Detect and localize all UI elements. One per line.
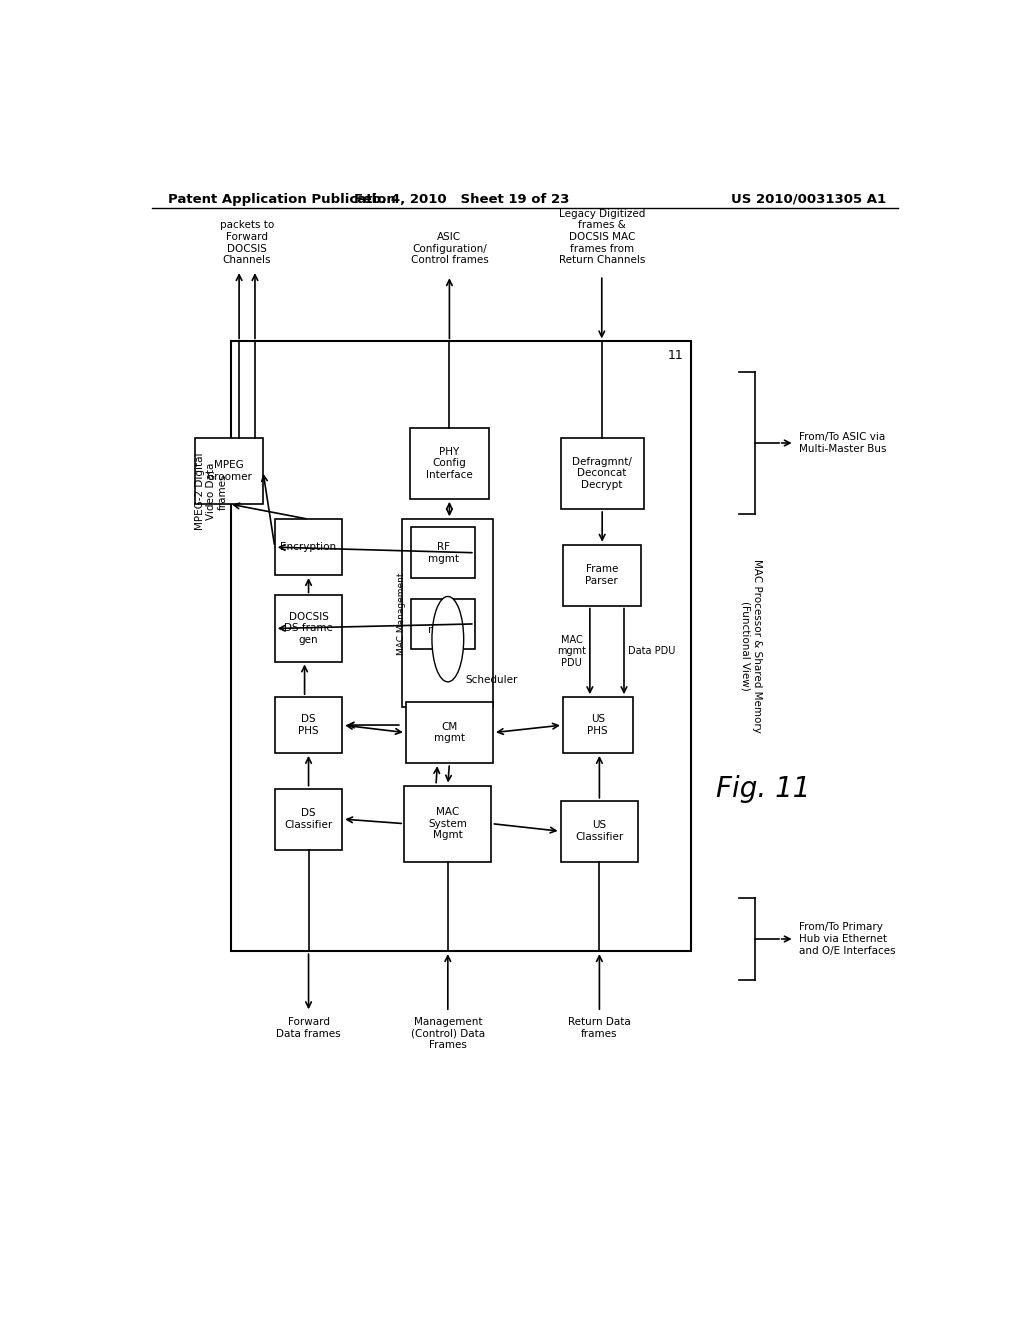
Text: SF
mgmt: SF mgmt	[428, 612, 459, 635]
Text: CM
mgmt: CM mgmt	[434, 722, 465, 743]
Text: Defragmnt/
Deconcat
Decrypt: Defragmnt/ Deconcat Decrypt	[572, 457, 632, 490]
FancyBboxPatch shape	[412, 598, 475, 649]
FancyBboxPatch shape	[560, 801, 638, 862]
Text: Frame
Parser: Frame Parser	[586, 565, 618, 586]
FancyBboxPatch shape	[196, 438, 263, 504]
FancyBboxPatch shape	[560, 438, 644, 510]
Text: Data PDU: Data PDU	[628, 647, 676, 656]
Text: packets to
Forward
DOCSIS
Channels: packets to Forward DOCSIS Channels	[220, 220, 274, 265]
Text: US
Classifier: US Classifier	[575, 821, 624, 842]
Bar	[231, 342, 691, 952]
FancyBboxPatch shape	[563, 545, 641, 606]
Text: Encryption: Encryption	[281, 543, 337, 552]
Text: MAC
mgmt
PDU: MAC mgmt PDU	[557, 635, 586, 668]
Text: DS
PHS: DS PHS	[298, 714, 318, 735]
Text: Patent Application Publication: Patent Application Publication	[168, 193, 395, 206]
Text: MAC Management: MAC Management	[397, 573, 407, 655]
Text: US
PHS: US PHS	[588, 714, 608, 735]
Text: PHY
Config
Interface: PHY Config Interface	[426, 446, 473, 480]
Text: Feb. 4, 2010   Sheet 19 of 23: Feb. 4, 2010 Sheet 19 of 23	[353, 193, 569, 206]
Text: ASIC
Configuration/
Control frames: ASIC Configuration/ Control frames	[411, 232, 488, 265]
FancyBboxPatch shape	[274, 697, 342, 752]
Text: MAC
System
Mgmt: MAC System Mgmt	[428, 807, 467, 841]
Text: MPEG
Groomer: MPEG Groomer	[206, 461, 252, 482]
Text: DOCSIS
DS frame
gen: DOCSIS DS frame gen	[284, 612, 333, 645]
Text: From/To ASIC via
Multi-Master Bus: From/To ASIC via Multi-Master Bus	[799, 432, 886, 454]
Text: US 2010/0031305 A1: US 2010/0031305 A1	[731, 193, 886, 206]
FancyBboxPatch shape	[410, 428, 489, 499]
Text: From/To Primary
Hub via Ethernet
and O/E Interfaces: From/To Primary Hub via Ethernet and O/E…	[799, 923, 895, 956]
FancyBboxPatch shape	[563, 697, 633, 752]
FancyBboxPatch shape	[274, 788, 342, 850]
Text: MAC Processor & Shared Memory
(Functional View): MAC Processor & Shared Memory (Functiona…	[740, 560, 762, 733]
Text: Management
(Control) Data
Frames: Management (Control) Data Frames	[411, 1018, 485, 1051]
Text: MPEG-2 Digital
Video Data
frames: MPEG-2 Digital Video Data frames	[195, 453, 228, 531]
Text: DS
Classifier: DS Classifier	[285, 808, 333, 830]
Text: Forward
Data frames: Forward Data frames	[276, 1018, 341, 1039]
Text: Return Data
frames: Return Data frames	[568, 1018, 631, 1039]
Ellipse shape	[432, 597, 464, 682]
FancyBboxPatch shape	[274, 519, 342, 576]
FancyBboxPatch shape	[401, 519, 494, 708]
FancyBboxPatch shape	[412, 528, 475, 578]
Text: Legacy Digitized
frames &
DOCSIS MAC
frames from
Return Channels: Legacy Digitized frames & DOCSIS MAC fra…	[558, 209, 645, 265]
Text: Scheduler: Scheduler	[465, 675, 518, 685]
Text: Fig. 11: Fig. 11	[716, 775, 810, 803]
FancyBboxPatch shape	[406, 702, 494, 763]
Text: RF
mgmt: RF mgmt	[428, 543, 459, 564]
FancyBboxPatch shape	[404, 785, 492, 862]
FancyBboxPatch shape	[274, 595, 342, 661]
Text: 11: 11	[668, 350, 684, 363]
